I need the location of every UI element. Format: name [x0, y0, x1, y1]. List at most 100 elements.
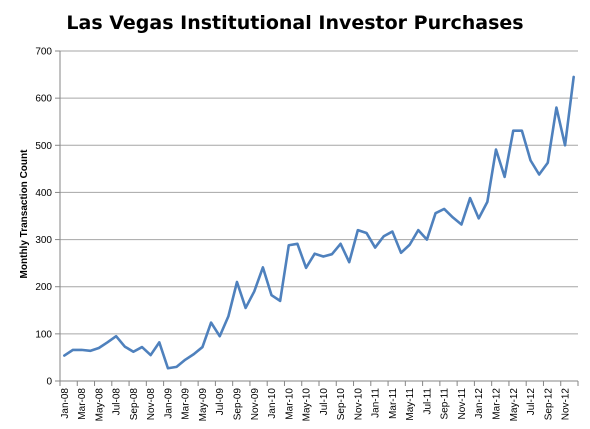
x-tick-label: Nov-11 — [457, 388, 468, 420]
data-point — [460, 223, 463, 226]
x-tick-label: Nov-12 — [561, 388, 572, 421]
x-tick-label: Sep-09 — [232, 388, 243, 421]
axes — [55, 50, 579, 386]
data-point — [193, 353, 195, 355]
data-point — [210, 321, 212, 324]
data-point — [262, 266, 264, 269]
data-point — [348, 261, 351, 264]
data-point — [270, 294, 273, 297]
data-point — [218, 335, 221, 338]
data-point — [365, 232, 368, 234]
data-point — [452, 216, 454, 219]
data-point — [529, 159, 532, 162]
data-point — [486, 201, 489, 203]
data-point — [572, 76, 575, 78]
chart-title: Las Vegas Institutional Investor Purchas… — [66, 12, 523, 34]
data-point — [512, 129, 515, 132]
data-point — [469, 197, 471, 199]
x-tick-label: Jan-11 — [371, 388, 382, 418]
x-tick-label: May-10 — [302, 388, 313, 422]
y-axis-label: Monthly Transaction Count — [19, 149, 30, 279]
data-point — [434, 212, 437, 214]
x-tick-label: Jul-08 — [112, 388, 123, 416]
x-tick-label: Sep-08 — [129, 388, 140, 421]
data-point — [443, 208, 445, 210]
x-tick-label: Mar-11 — [388, 388, 399, 419]
data-point — [357, 229, 359, 231]
data-point — [279, 300, 281, 302]
x-tick-label: Mar-08 — [77, 388, 88, 420]
data-point — [201, 346, 204, 348]
data-point — [313, 252, 316, 255]
x-tick-label: Mar-10 — [284, 388, 295, 420]
data-point — [227, 315, 230, 318]
data-point — [495, 148, 497, 151]
x-tick-label: Jul-12 — [526, 388, 537, 416]
y-tick-label: 500 — [35, 141, 52, 152]
x-tick-label: Jan-10 — [267, 388, 278, 419]
y-tick-label: 0 — [46, 377, 52, 388]
x-tick-label: Jul-09 — [215, 388, 226, 416]
data-point — [149, 354, 152, 356]
data-point — [123, 345, 126, 348]
x-tick-label: Jan-08 — [60, 388, 71, 419]
data-point — [141, 346, 143, 348]
data-point — [477, 217, 480, 220]
data-point — [555, 106, 558, 109]
data-point — [158, 341, 161, 344]
series — [63, 75, 575, 370]
data-point — [106, 341, 109, 344]
series-line — [63, 75, 575, 370]
data-point — [538, 173, 540, 176]
data-point — [296, 243, 299, 245]
data-point — [503, 176, 506, 178]
data-point — [305, 267, 307, 269]
data-point — [132, 350, 135, 353]
y-tick-label: 400 — [35, 188, 52, 199]
data-point — [115, 335, 117, 338]
data-point — [98, 347, 100, 349]
y-tick-label: 600 — [35, 94, 52, 105]
data-point — [417, 229, 420, 231]
y-tick-label: 700 — [35, 47, 52, 58]
x-tick-label: Jan-09 — [163, 388, 174, 419]
x-tick-labels: Jan-08 Mar-08 May-08 Jul-08 Sep-08 Nov-08 Jan-… — [60, 388, 572, 422]
x-tick-label: May-12 — [509, 388, 520, 422]
x-tick-label: Jul-10 — [319, 388, 330, 416]
gridlines — [60, 50, 578, 335]
data-point — [391, 230, 394, 233]
data-point — [339, 243, 342, 245]
x-tick-label: Sep-11 — [440, 388, 451, 420]
x-tick-label: Sep-10 — [336, 388, 347, 421]
x-tick-label: Mar-12 — [491, 388, 502, 420]
x-tick-label: May-11 — [405, 388, 416, 421]
x-tick-label: Sep-12 — [543, 388, 554, 421]
data-point — [564, 144, 566, 147]
data-point — [322, 255, 325, 258]
y-tick-label: 300 — [35, 235, 52, 246]
data-point — [426, 238, 428, 241]
y-tick-label: 100 — [35, 329, 52, 340]
data-point — [331, 253, 333, 255]
data-point — [382, 235, 385, 238]
data-point — [521, 129, 523, 132]
data-point — [89, 350, 92, 352]
data-point — [287, 244, 290, 247]
data-point — [253, 290, 256, 293]
data-point — [546, 161, 549, 164]
x-tick-label: Nov-10 — [353, 388, 364, 421]
data-point — [184, 358, 186, 361]
x-tick-label: Nov-09 — [250, 388, 261, 421]
data-point — [400, 251, 402, 254]
x-tick-label: May-09 — [198, 388, 209, 422]
data-point — [374, 246, 376, 249]
y-tick-label: 200 — [35, 282, 52, 293]
data-point — [63, 354, 66, 357]
x-tick-label: Mar-09 — [181, 388, 192, 420]
x-tick-label: May-08 — [94, 388, 105, 422]
x-tick-label: Nov-08 — [146, 388, 157, 421]
data-point — [167, 367, 169, 370]
data-point — [408, 243, 411, 246]
data-point — [80, 349, 83, 351]
